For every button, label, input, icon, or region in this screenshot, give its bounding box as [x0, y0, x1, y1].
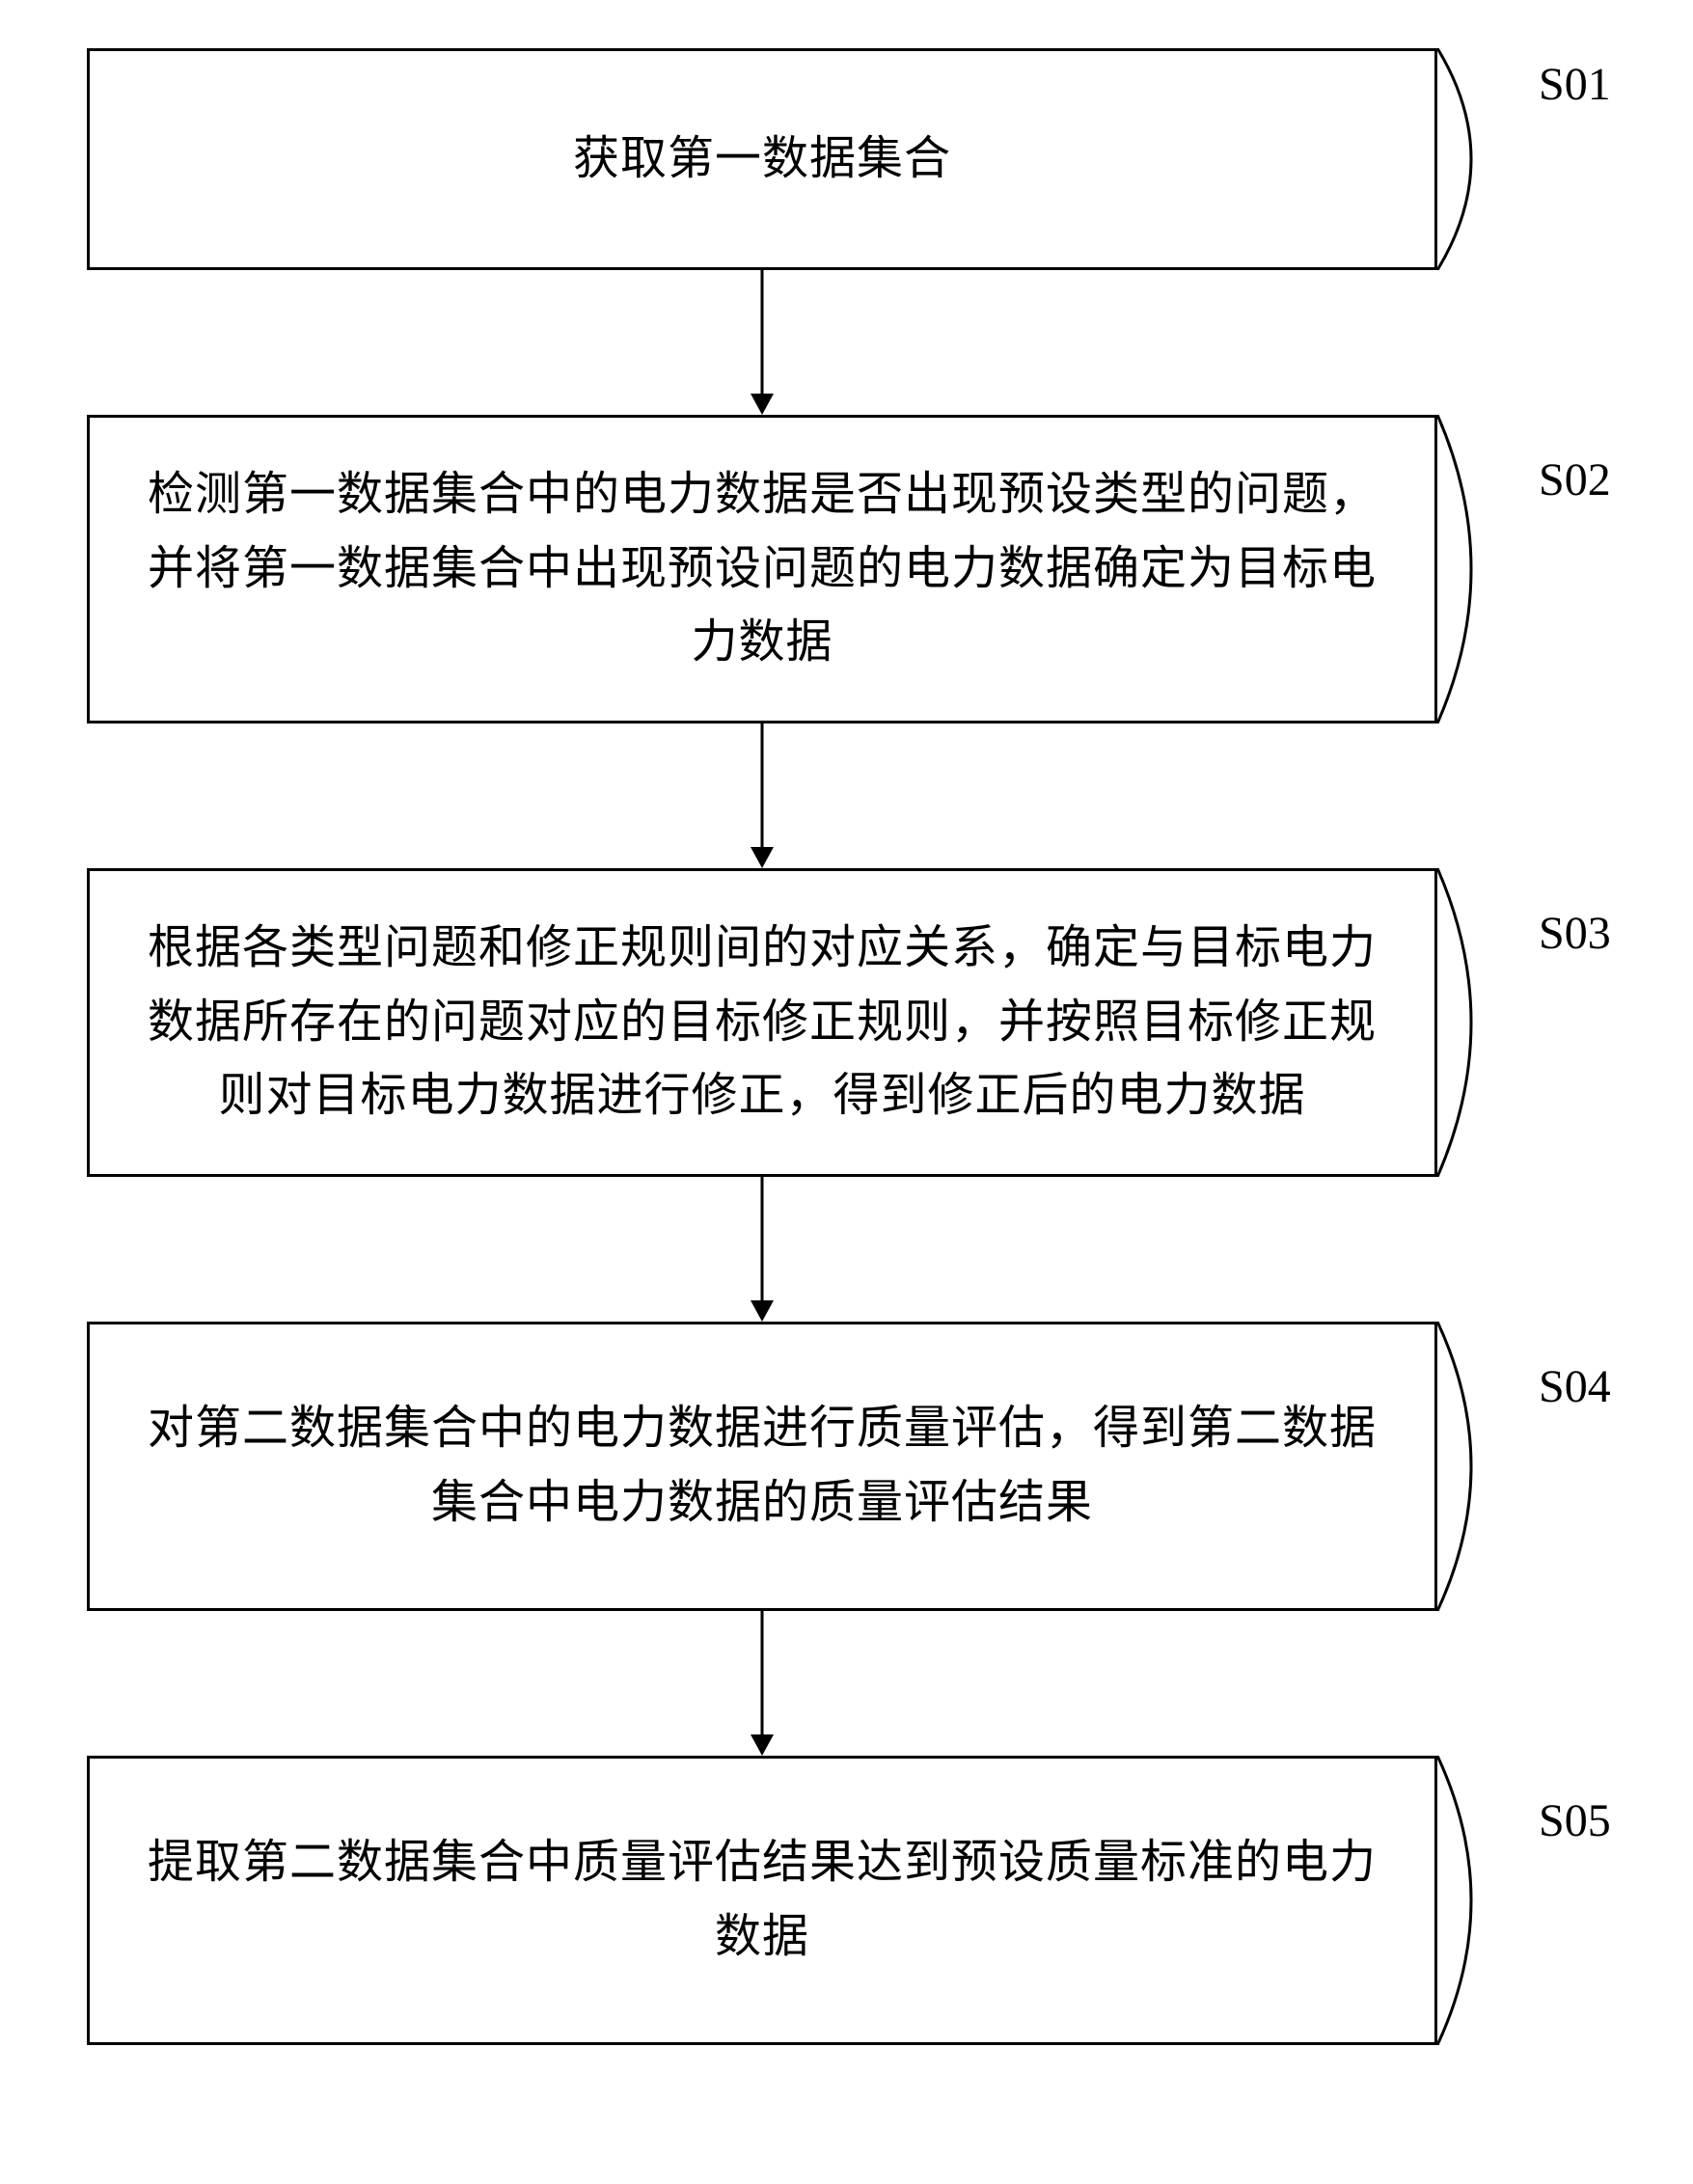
step-text-s05: 提取第二数据集合中质量评估结果达到预设质量标准的电力数据 [136, 1826, 1388, 1975]
bracket-s03 [1437, 868, 1534, 1177]
step-label-s02: S02 [1539, 453, 1611, 506]
step-text-s03: 根据各类型问题和修正规则间的对应关系，确定与目标电力数据所存在的问题对应的目标修… [136, 912, 1388, 1133]
bracket-s01 [1437, 48, 1534, 270]
bracket-s04 [1437, 1322, 1534, 1611]
step-text-s01: 获取第一数据集合 [573, 123, 951, 197]
step-box-s01: 获取第一数据集合 [87, 48, 1437, 270]
step-box-s02: 检测第一数据集合中的电力数据是否出现预设类型的问题，并将第一数据集合中出现预设问… [87, 415, 1437, 723]
step-text-s02: 检测第一数据集合中的电力数据是否出现预设类型的问题，并将第一数据集合中出现预设问… [136, 458, 1388, 680]
step-box-s03: 根据各类型问题和修正规则间的对应关系，确定与目标电力数据所存在的问题对应的目标修… [87, 868, 1437, 1177]
step-label-s01: S01 [1539, 58, 1611, 111]
step-label-s05: S05 [1539, 1794, 1611, 1847]
step-label-s04: S04 [1539, 1360, 1611, 1413]
bracket-s02 [1437, 415, 1534, 723]
arrow-4-5 [743, 1611, 781, 1756]
arrow-3-4 [743, 1177, 781, 1322]
step-box-s05: 提取第二数据集合中质量评估结果达到预设质量标准的电力数据 [87, 1756, 1437, 2045]
step-text-s04: 对第二数据集合中的电力数据进行质量评估，得到第二数据集合中电力数据的质量评估结果 [136, 1392, 1388, 1541]
bracket-s05 [1437, 1756, 1534, 2045]
step-box-s04: 对第二数据集合中的电力数据进行质量评估，得到第二数据集合中电力数据的质量评估结果 [87, 1322, 1437, 1611]
flowchart-canvas: 获取第一数据集合 S01 检测第一数据集合中的电力数据是否出现预设类型的问题，并… [0, 0, 1693, 2184]
arrow-2-3 [743, 723, 781, 868]
arrow-1-2 [743, 270, 781, 415]
step-label-s03: S03 [1539, 907, 1611, 960]
